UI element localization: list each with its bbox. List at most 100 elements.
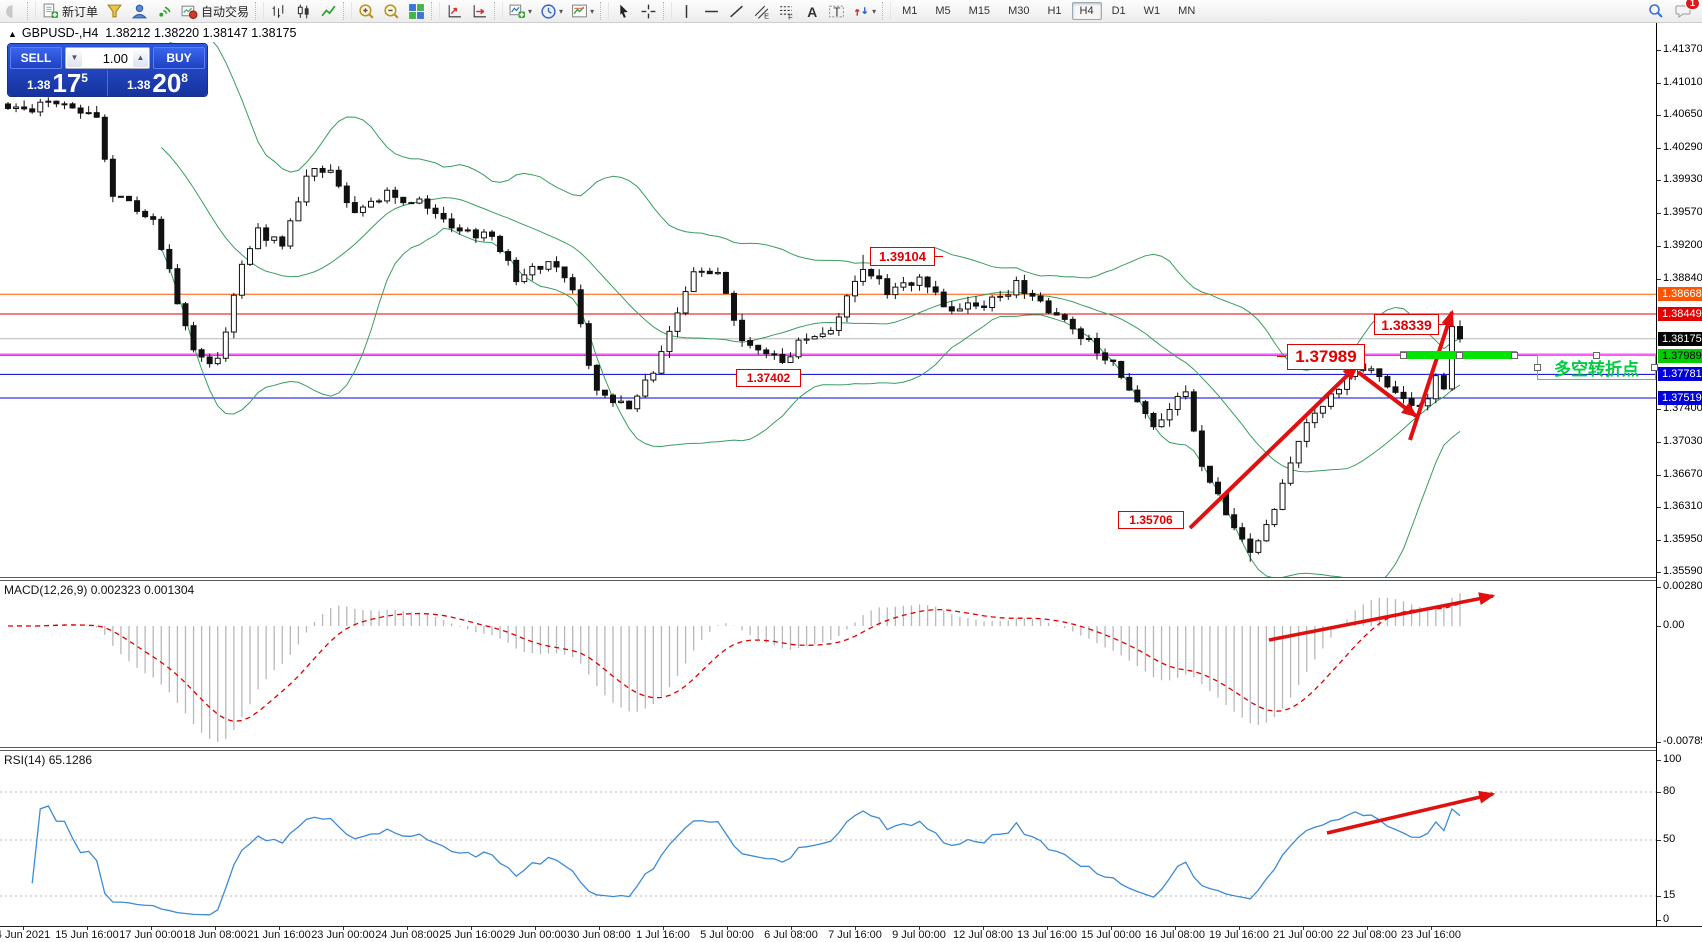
timeframe-m15-button[interactable]: M15 — [968, 5, 991, 17]
timeframe-d1-button[interactable]: D1 — [1111, 5, 1126, 17]
price-tag-connector — [934, 255, 943, 257]
timeframe-m30-button[interactable]: M30 — [1008, 5, 1030, 17]
price-tick-mark — [1657, 442, 1661, 444]
symbol-ohlc: 1.38212 1.38220 1.38147 1.38175 — [105, 26, 297, 40]
buy-button[interactable]: BUY — [153, 47, 205, 69]
toolbar-separator — [494, 2, 504, 20]
price-tick-label: 1.38840 — [1663, 271, 1702, 284]
time-label: 15 Jun 16:00 — [55, 929, 119, 941]
time-label: 21 Jul 00:00 — [1273, 929, 1333, 941]
timeframe-mn-button[interactable]: MN — [1178, 5, 1196, 17]
object-handle[interactable] — [1455, 352, 1463, 359]
arrows-tool-icon[interactable]: ▾ — [850, 1, 879, 21]
price-tag-1.37989[interactable]: 1.37989 — [1287, 344, 1365, 370]
notifications-icon[interactable]: 1 — [1672, 0, 1700, 21]
vline-icon[interactable] — [675, 1, 698, 21]
buy-price[interactable]: 1.38 20 8 — [127, 68, 188, 98]
time-label: 16 Jul 08:00 — [1145, 929, 1205, 941]
cursor-icon[interactable] — [612, 1, 635, 21]
chart-line-icon[interactable] — [317, 1, 340, 21]
arrow-rsi-4[interactable] — [1326, 790, 1496, 835]
object-handle[interactable] — [1592, 352, 1600, 359]
object-handle[interactable] — [1511, 352, 1518, 359]
new-order-icon[interactable]: 新订单 — [39, 1, 101, 21]
trendline-icon[interactable] — [725, 1, 748, 21]
rsi-axis-label: 80 — [1663, 785, 1676, 797]
svg-text:F: F — [788, 12, 793, 20]
bollinger-bands — [160, 42, 1461, 577]
main-macd-separator[interactable] — [0, 577, 1656, 581]
time-label: 1 Jul 16:00 — [636, 929, 690, 941]
trend-arrows[interactable] — [1188, 309, 1496, 835]
periods-clock-icon[interactable]: ▾ — [537, 1, 566, 21]
price-tick-label: 1.40290 — [1663, 140, 1702, 153]
dropdown-arrow-icon[interactable]: ▾ — [872, 6, 877, 16]
crosshair-icon[interactable] — [637, 1, 660, 21]
hline-icon[interactable] — [700, 1, 723, 21]
sell-button[interactable]: SELL — [10, 47, 62, 69]
timeframe-m5-button[interactable]: M5 — [935, 5, 951, 17]
timeframe-m1-button[interactable]: M1 — [902, 5, 918, 17]
level-lines[interactable] — [0, 293, 1656, 399]
arrow-macd-3[interactable] — [1268, 592, 1496, 642]
search-icon[interactable] — [1645, 1, 1667, 21]
price-axis[interactable]: 1.41370 1.41010 1.40650 1.40290 1.39930 1.395… — [1656, 22, 1702, 926]
arrow-main-0[interactable] — [1188, 364, 1359, 530]
time-label: 19 Jul 16:00 — [1209, 929, 1269, 941]
add-indicator-icon[interactable]: ▾ — [506, 1, 535, 21]
svg-text:A: A — [807, 3, 817, 19]
object-handle[interactable] — [1400, 352, 1407, 359]
chart-bars-icon[interactable] — [267, 1, 290, 21]
chart-candles-icon[interactable] — [292, 1, 315, 21]
text-label-icon[interactable]: T — [825, 1, 848, 21]
styles-funnel-icon[interactable] — [103, 1, 126, 21]
object-handle[interactable] — [1651, 363, 1658, 371]
timeframe-h4-button[interactable]: H4 — [1071, 2, 1102, 20]
time-label: 23 Jun 00:00 — [311, 929, 375, 941]
volume-value[interactable]: 1.00 — [102, 50, 128, 66]
autotrade-icon[interactable]: 自动交易 — [178, 1, 252, 21]
text-icon[interactable]: A — [800, 1, 823, 21]
volume-down-button[interactable]: ▼ — [67, 49, 82, 67]
template-icon[interactable]: ▾ — [568, 1, 597, 21]
profile-icon[interactable] — [128, 1, 151, 21]
price-chip-1.38175: 1.38175 — [1658, 331, 1702, 346]
app-fragment-icon[interactable] — [1, 1, 24, 21]
dropdown-arrow-icon[interactable]: ▾ — [590, 6, 595, 16]
arrow-main-2[interactable] — [1408, 309, 1454, 441]
channel-icon[interactable]: E — [750, 1, 773, 21]
tile-windows-icon[interactable] — [405, 1, 428, 21]
auto-arrange-icon[interactable] — [443, 1, 466, 21]
time-label: 5 Jul 00:00 — [700, 929, 754, 941]
sell-price[interactable]: 1.38 17 5 — [8, 70, 108, 96]
volume-up-button[interactable]: ▲ — [133, 49, 148, 67]
price-tag-1.39104[interactable]: 1.39104 — [870, 247, 935, 266]
toolbar-separator — [27, 2, 36, 20]
dropdown-arrow-icon[interactable]: ▾ — [528, 6, 533, 16]
price-chip-1.37781: 1.37781 — [1658, 367, 1702, 382]
time-label: 25 Jun 16:00 — [439, 929, 503, 941]
macd-rsi-separator[interactable] — [0, 747, 1656, 751]
price-tag-1.35706[interactable]: 1.35706 — [1118, 511, 1184, 529]
arrow-main-1[interactable] — [1356, 370, 1418, 418]
zoom-in-icon[interactable] — [355, 1, 378, 21]
toolbar-separator — [431, 2, 441, 20]
toolbar-items: 新订单 自动交易 ▾ ▾ ▾ E F A T ▾ — [0, 1, 893, 21]
object-handle[interactable] — [1534, 363, 1541, 371]
autotrade-label: 自动交易 — [201, 4, 250, 19]
price-tag-1.37402[interactable]: 1.37402 — [736, 369, 801, 387]
chart-shift-icon[interactable] — [468, 1, 491, 21]
time-axis[interactable]: 4 Jun 2021 15 Jun 16:00 17 Jun 00:00 18 Jun… — [0, 926, 1702, 942]
signal-icon[interactable] — [153, 1, 176, 21]
toolbar-separator — [882, 2, 892, 20]
fibonacci-icon[interactable]: F — [775, 1, 798, 21]
timeframe-w1-button[interactable]: W1 — [1143, 5, 1161, 17]
collapse-triangle-icon[interactable]: ▲ — [8, 29, 17, 39]
dropdown-arrow-icon[interactable]: ▾ — [559, 6, 564, 16]
timeframe-h1-button[interactable]: H1 — [1047, 5, 1062, 17]
zoom-out-icon[interactable] — [380, 1, 403, 21]
price-tick-label: 1.35590 — [1663, 565, 1702, 578]
price-tick-mark — [1657, 474, 1661, 476]
price-tag-1.38339[interactable]: 1.38339 — [1374, 314, 1439, 335]
